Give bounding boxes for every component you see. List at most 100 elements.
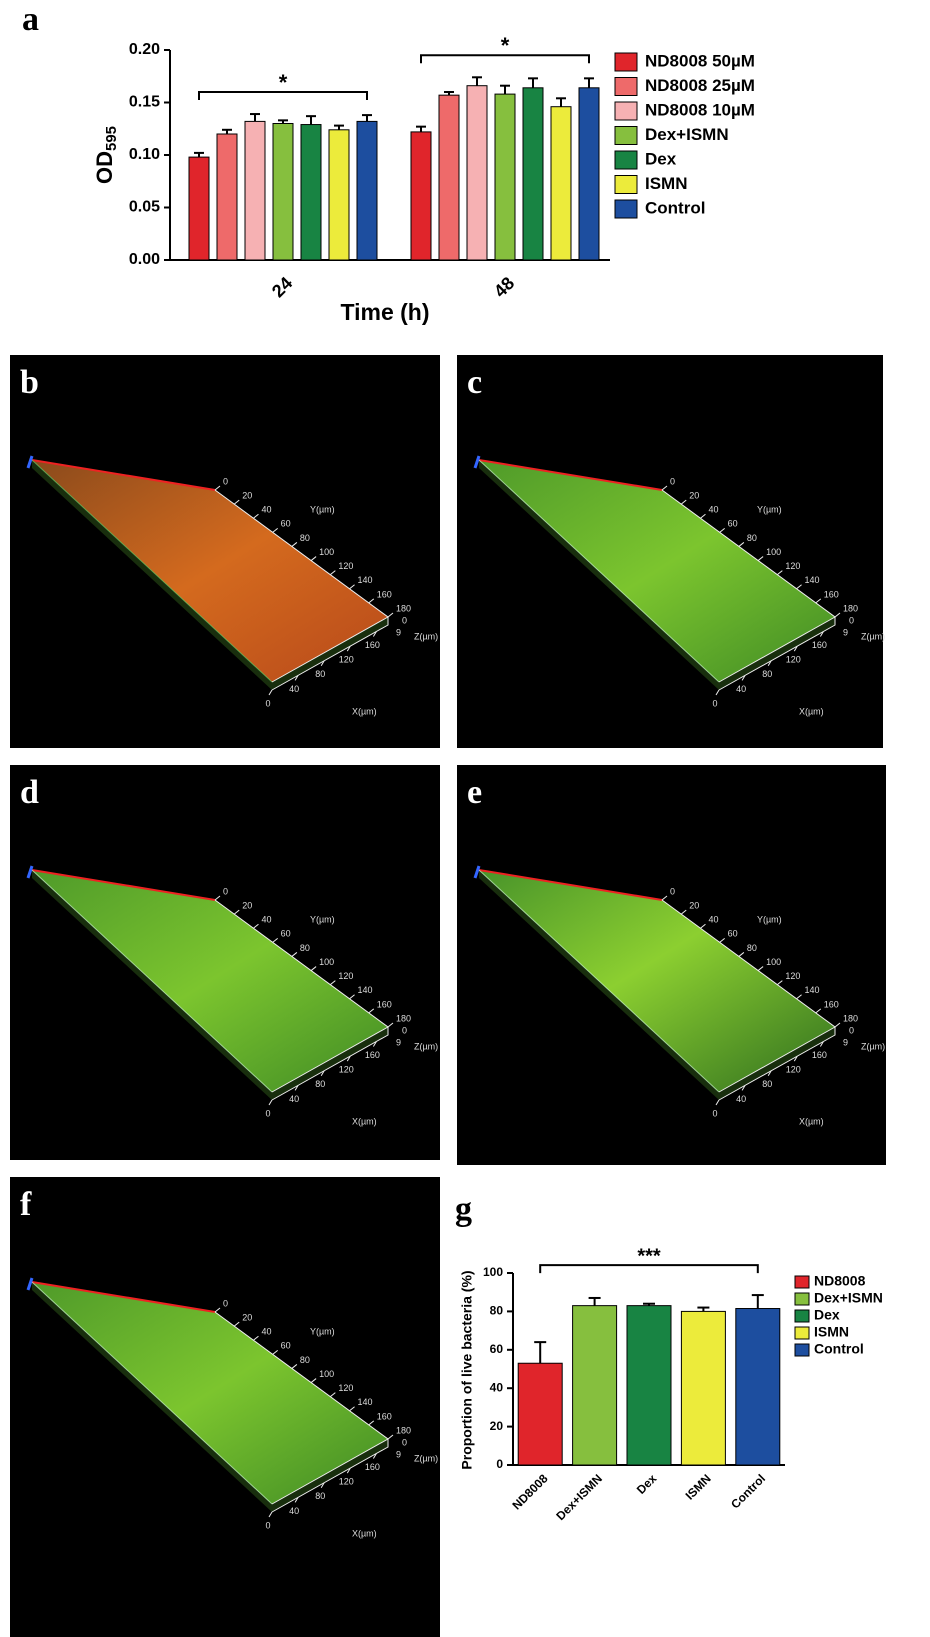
y-tick-label: 80 — [300, 1355, 310, 1365]
x-tick-label: 80 — [315, 1491, 325, 1501]
x-tick-label: 0 — [712, 698, 717, 708]
legend-swatch — [615, 78, 637, 96]
legend-swatch — [615, 127, 637, 145]
legend-label: ND8008 50µM — [645, 51, 755, 70]
y-tick-label: 0.00 — [129, 251, 160, 268]
y-tick-label: 180 — [396, 1425, 411, 1435]
error-bar — [534, 1342, 546, 1363]
y-tick-label: 180 — [843, 603, 858, 613]
y-tick-label: 100 — [319, 547, 334, 557]
y-axis-label: Y(µm) — [310, 1326, 335, 1336]
error-bar — [752, 1295, 764, 1308]
y-tick-label: 60 — [281, 1341, 291, 1351]
x-tick-label: Control — [728, 1471, 768, 1511]
y-tick-label: 60 — [490, 1342, 504, 1356]
bar — [301, 125, 321, 260]
y-tick-label: 180 — [396, 1013, 411, 1023]
y-tick-label: 80 — [490, 1304, 504, 1318]
error-bar — [416, 127, 426, 132]
bar — [357, 121, 377, 260]
y-tick-label: 140 — [358, 1397, 373, 1407]
legend-label: ISMN — [814, 1324, 849, 1340]
x-tick-label: ISMN — [683, 1471, 714, 1502]
y-tick-label: 160 — [824, 589, 839, 599]
y-tick-label: 160 — [824, 999, 839, 1009]
x-tick-label: 160 — [812, 640, 827, 650]
x-tick-label: 0 — [265, 1108, 270, 1118]
legend-label: ND8008 10µM — [645, 100, 755, 119]
x-axis-label: X(µm) — [352, 1528, 377, 1538]
z-axis-label: Z(µm) — [861, 1041, 885, 1051]
y-tick-label: 0 — [223, 476, 228, 486]
z-tick-label: 0 — [402, 1025, 407, 1035]
panel-label: f — [20, 1186, 32, 1223]
x-tick-label: 40 — [736, 684, 746, 694]
y-tick-label: 80 — [300, 533, 310, 543]
x-tick-label: 160 — [812, 1050, 827, 1060]
legend-swatch — [795, 1344, 809, 1356]
bar — [467, 86, 487, 260]
bar — [627, 1306, 671, 1465]
y-tick-label: 20 — [689, 900, 699, 910]
bar — [523, 88, 543, 260]
y-tick-label: 0 — [223, 886, 228, 896]
panel-label: e — [467, 774, 482, 811]
error-bar — [697, 1308, 709, 1312]
y-tick-label: 20 — [490, 1419, 504, 1433]
x-tick-label: 80 — [762, 669, 772, 679]
x-tick-label: 120 — [339, 655, 354, 665]
z-tick-label: 9 — [396, 1449, 401, 1459]
error-bar — [222, 130, 232, 134]
x-tick-label: 160 — [365, 640, 380, 650]
x-tick-label: 0 — [712, 1108, 717, 1118]
x-tick-label: 80 — [315, 669, 325, 679]
legend-swatch — [615, 53, 637, 71]
z-axis-label: Z(µm) — [414, 1453, 438, 1463]
panel-label: c — [467, 364, 482, 401]
error-bar — [362, 115, 372, 121]
z-tick-label: 0 — [402, 1437, 407, 1447]
x-tick-label: 80 — [315, 1079, 325, 1089]
z-tick-label: 9 — [843, 1037, 848, 1047]
x-tick-label: 40 — [736, 1094, 746, 1104]
z-axis-label: Z(µm) — [414, 1041, 438, 1051]
legend-swatch — [615, 176, 637, 194]
x-axis-label: X(µm) — [799, 706, 824, 716]
error-bar — [472, 77, 482, 85]
x-tick-label: 40 — [289, 684, 299, 694]
bar — [273, 124, 293, 261]
y-tick-label: 180 — [843, 1013, 858, 1023]
y-tick-label: 140 — [358, 575, 373, 585]
z-axis-label: Z(µm) — [861, 631, 885, 641]
y-tick-label: 140 — [805, 985, 820, 995]
bar — [579, 88, 599, 260]
x-tick-label: ND8008 — [510, 1471, 551, 1512]
y-tick-label: 120 — [338, 561, 353, 571]
legend-label: Dex+ISMN — [645, 125, 729, 144]
bar — [411, 132, 431, 260]
y-tick-label: 100 — [766, 957, 781, 967]
y-tick-label: 20 — [242, 900, 252, 910]
error-bar — [500, 86, 510, 94]
x-tick-label: 0 — [265, 1520, 270, 1530]
y-tick-label: 40 — [490, 1380, 504, 1394]
y-tick-label: 140 — [805, 575, 820, 585]
x-tick-label: 120 — [786, 655, 801, 665]
panel-label: d — [20, 774, 39, 811]
panel-label: a — [22, 1, 39, 38]
legend-label: ND8008 — [814, 1273, 866, 1289]
bar — [573, 1306, 617, 1465]
bar — [245, 121, 265, 260]
significance-label: * — [279, 70, 288, 95]
y-axis-label: Y(µm) — [310, 504, 335, 514]
figure: a0.000.050.100.150.2024*48*Time (h)OD595… — [0, 0, 930, 1637]
y-tick-label: 0 — [670, 886, 675, 896]
z-tick-label: 9 — [396, 1037, 401, 1047]
y-tick-label: 60 — [728, 929, 738, 939]
y-axis-label-main: OD — [92, 151, 117, 184]
z-axis-label: Z(µm) — [414, 631, 438, 641]
y-tick-label: 40 — [261, 1327, 271, 1337]
y-tick-label: 60 — [281, 929, 291, 939]
panel-label: g — [455, 1191, 472, 1228]
y-tick-label: 0.10 — [129, 146, 160, 163]
